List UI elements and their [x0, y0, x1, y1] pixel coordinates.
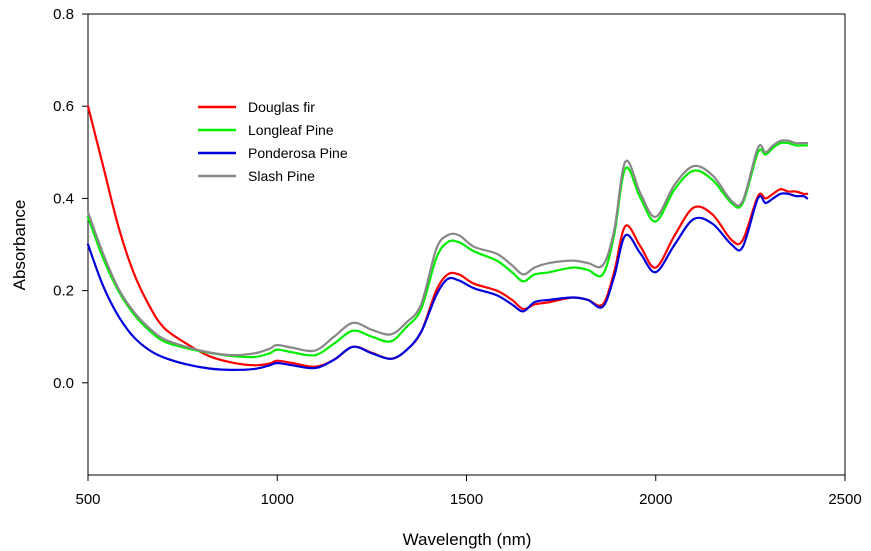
y-tick-label: 0.6 [53, 98, 74, 115]
series-line-ponderosa-pine [86, 192, 809, 372]
legend-label: Douglas fir [248, 99, 315, 115]
y-tick-label: 0.8 [53, 6, 74, 23]
y-axis-ticks: 0.0 0.2 0.4 0.6 0.8 [53, 6, 88, 392]
series-line-douglas-fir [86, 105, 809, 368]
series-line-longleaf-pine [86, 141, 809, 359]
y-tick-label: 0.0 [53, 375, 74, 392]
x-tick-label: 1000 [261, 491, 294, 508]
series-line-slash-pine [86, 139, 809, 357]
x-tick-label: 500 [75, 491, 100, 508]
x-tick-label: 1500 [450, 491, 483, 508]
x-axis-ticks: 500 1000 1500 2000 2500 [75, 475, 862, 508]
legend-label: Slash Pine [248, 168, 315, 184]
x-tick-label: 2500 [828, 491, 861, 508]
y-tick-label: 0.2 [53, 283, 74, 300]
y-tick-label: 0.4 [53, 190, 74, 207]
series-lines [86, 105, 809, 372]
legend-label: Ponderosa Pine [248, 145, 348, 161]
legend: Douglas fir Longleaf Pine Ponderosa Pine Sl… [198, 99, 348, 184]
x-axis-title: Wavelength (nm) [403, 530, 532, 549]
y-axis-title: Absorbance [10, 200, 29, 291]
legend-label: Longleaf Pine [248, 122, 334, 138]
x-tick-label: 2000 [639, 491, 672, 508]
